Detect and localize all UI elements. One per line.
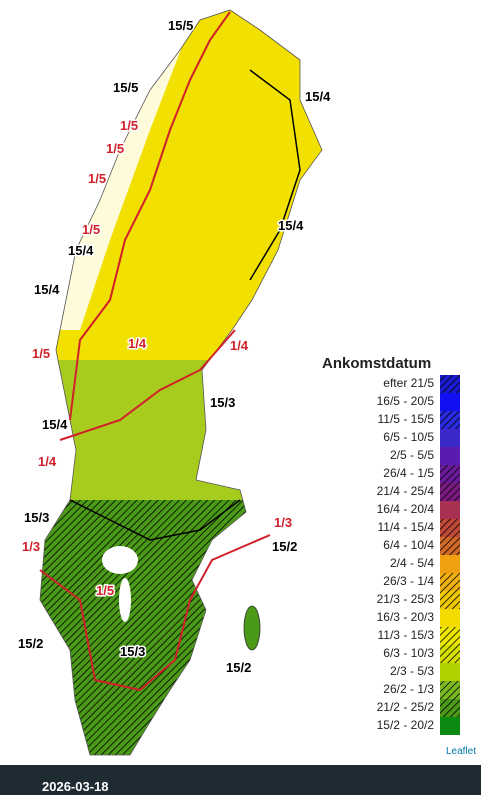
legend-swatch — [440, 411, 460, 429]
legend-swatch — [440, 627, 460, 645]
legend-swatch — [440, 429, 460, 447]
map-label: 15/4 — [68, 243, 94, 258]
legend-swatch — [440, 573, 460, 591]
legend-swatch — [440, 591, 460, 609]
legend-swatch — [440, 393, 460, 411]
map-label: 15/2 — [18, 636, 43, 651]
legend-swatch — [440, 663, 460, 681]
legend-swatch — [440, 681, 460, 699]
legend-label: 6/3 - 10/3 — [383, 646, 434, 660]
map-label: 15/4 — [305, 89, 331, 104]
map-label: 15/2 — [272, 539, 297, 554]
map-label: 1/5 — [32, 346, 50, 361]
legend-label: 2/3 - 5/3 — [390, 664, 434, 678]
legend-swatch — [440, 699, 460, 717]
map-label: 1/4 — [128, 336, 147, 351]
legend-label: 16/3 - 20/3 — [377, 610, 435, 624]
legend-label: 6/4 - 10/4 — [383, 538, 434, 552]
legend-label: 2/5 - 5/5 — [390, 448, 434, 462]
legend-label: 11/4 - 15/4 — [378, 520, 435, 534]
legend-swatch — [440, 717, 460, 735]
date: 2026-03-18 — [42, 779, 109, 794]
legend-label: 26/4 - 1/5 — [383, 466, 434, 480]
isoline-black — [249, 69, 301, 281]
map-label: 15/5 — [113, 80, 138, 95]
legend-swatch — [440, 645, 460, 663]
map-label: 1/5 — [120, 118, 138, 133]
map-label: 1/4 — [230, 338, 249, 353]
legend-label: 26/2 - 1/3 — [383, 682, 434, 696]
map-label: 15/3 — [210, 395, 235, 410]
legend-label: 21/2 - 25/2 — [377, 700, 435, 714]
legend-swatch — [440, 465, 460, 483]
legend-label: 21/4 - 25/4 — [377, 484, 435, 498]
map-label: 15/5 — [168, 18, 193, 33]
legend-swatch — [440, 609, 460, 627]
map-label: 15/3 — [24, 510, 49, 525]
legend-label: 16/5 - 20/5 — [377, 394, 435, 408]
attribution[interactable]: Leaflet — [446, 746, 476, 757]
legend-label: 21/3 - 25/3 — [377, 592, 435, 606]
map-label: 1/5 — [96, 583, 114, 598]
map-label: 15/4 — [34, 282, 60, 297]
isoline-black — [69, 499, 241, 541]
isoline-red — [59, 329, 236, 441]
map-label: 15/4 — [42, 417, 68, 432]
isoline-red — [39, 534, 271, 692]
gotland — [243, 605, 261, 651]
border — [39, 9, 323, 756]
map-label: 1/3 — [274, 515, 292, 530]
legend-label: 26/3 - 1/4 — [383, 574, 434, 588]
legend-background — [318, 350, 464, 738]
legend-label: 6/5 - 10/5 — [383, 430, 434, 444]
legend-label: 11/3 - 15/3 — [378, 628, 435, 642]
legend-swatch — [440, 501, 460, 519]
legend-swatch — [440, 555, 460, 573]
legend-swatch — [440, 537, 460, 555]
map-label: 15/2 — [226, 660, 251, 675]
legend-label: efter 21/5 — [383, 376, 434, 390]
legend-label: 16/4 - 20/4 — [377, 502, 435, 516]
map-label: 1/5 — [88, 171, 106, 186]
isoline-red — [69, 11, 231, 421]
map-label: 1/5 — [82, 222, 100, 237]
map-label: 1/3 — [22, 539, 40, 554]
legend-swatch — [440, 375, 460, 393]
legend-label: 11/5 - 15/5 — [378, 412, 435, 426]
map-label: 15/4 — [278, 218, 304, 233]
map-label: 1/5 — [106, 141, 124, 156]
legend-label: 2/4 - 5/4 — [390, 556, 434, 570]
map-label: 1/4 — [38, 454, 57, 469]
legend-label: 15/2 - 20/2 — [377, 718, 435, 732]
legend-swatch — [440, 447, 460, 465]
map: 15/515/515/41/51/51/515/41/515/415/41/4 1… — [17, 9, 476, 757]
footer: 2026-03-18 — [0, 765, 481, 795]
legend-swatch — [440, 483, 460, 501]
legend-title: Ankomstdatum — [322, 355, 431, 372]
map-label: 15/3 — [120, 644, 145, 659]
legend-swatch — [440, 519, 460, 537]
